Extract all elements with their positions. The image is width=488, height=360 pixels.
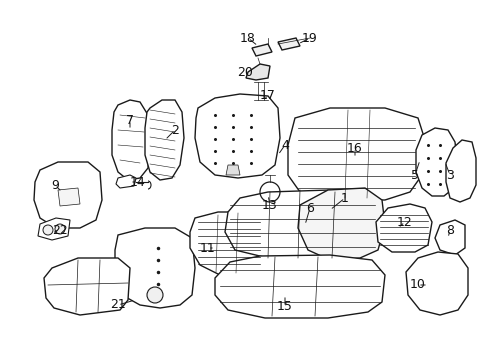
Text: 9: 9 [51,179,59,192]
Polygon shape [58,188,80,206]
Polygon shape [44,258,130,315]
Polygon shape [415,128,457,196]
Polygon shape [251,44,271,56]
Text: 7: 7 [126,113,134,126]
Text: 22: 22 [52,224,68,237]
Text: 1: 1 [340,192,348,204]
Circle shape [43,225,53,235]
Polygon shape [297,188,384,260]
Text: 12: 12 [396,216,412,229]
Text: 21: 21 [110,298,125,311]
Text: 8: 8 [445,224,453,237]
Polygon shape [112,100,150,180]
Polygon shape [115,228,195,308]
Polygon shape [278,38,299,50]
Text: 3: 3 [445,168,453,181]
Polygon shape [145,100,183,180]
Polygon shape [405,252,467,315]
Text: 14: 14 [130,176,145,189]
Text: 11: 11 [200,242,215,255]
Polygon shape [434,220,464,255]
Polygon shape [190,212,267,275]
Text: 5: 5 [410,168,418,181]
Polygon shape [287,108,424,200]
Polygon shape [34,162,102,228]
Text: 10: 10 [409,279,425,292]
Polygon shape [195,94,280,178]
Text: 15: 15 [277,301,292,314]
Circle shape [55,224,65,234]
Polygon shape [116,175,136,188]
Text: 17: 17 [260,89,275,102]
Text: 19: 19 [302,32,317,45]
Text: 6: 6 [305,202,313,215]
Circle shape [147,287,163,303]
Text: 4: 4 [281,139,288,152]
Text: 2: 2 [171,123,179,136]
Polygon shape [225,165,240,175]
Polygon shape [375,204,431,252]
Text: 13: 13 [262,198,277,212]
Polygon shape [215,255,384,318]
Polygon shape [38,218,70,240]
Text: 16: 16 [346,141,362,154]
Text: 20: 20 [237,66,252,78]
Polygon shape [224,190,379,258]
Polygon shape [445,140,475,202]
Text: 18: 18 [240,32,255,45]
Polygon shape [245,64,269,80]
